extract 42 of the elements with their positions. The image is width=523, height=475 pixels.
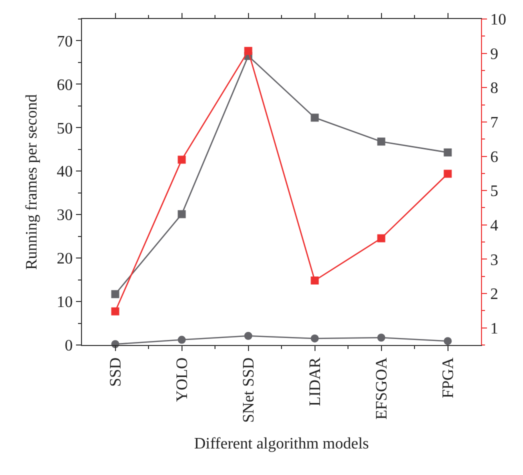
point — [178, 210, 186, 218]
point — [178, 156, 186, 164]
point — [377, 334, 386, 342]
y2-tick-label: 4 — [490, 217, 498, 234]
point — [244, 332, 252, 340]
point — [444, 148, 452, 156]
x-tick-label: SNet SSD — [240, 357, 258, 423]
y2-tick-label: 9 — [490, 46, 498, 63]
point — [377, 234, 386, 242]
y2-tick-label: 7 — [490, 114, 498, 132]
point — [178, 336, 186, 344]
point — [310, 276, 319, 284]
y-tick-label: 70 — [56, 33, 73, 50]
point — [310, 334, 319, 342]
y2-tick-label: 10 — [490, 12, 506, 29]
y-tick-label: 60 — [56, 76, 73, 94]
x-tick-label: SSD — [107, 357, 124, 387]
point — [244, 46, 252, 55]
point — [111, 290, 120, 298]
y2-tick-label: 3 — [490, 252, 498, 269]
x-tick-label: EFSGOA — [373, 356, 390, 420]
point — [111, 307, 120, 316]
point — [444, 337, 452, 346]
y2-tick-label: 6 — [490, 148, 498, 166]
y2-tick-label: 8 — [490, 80, 498, 98]
point — [310, 114, 319, 122]
x-tick-label: LIDAR — [306, 357, 324, 406]
y2-tick-label: 2 — [490, 286, 498, 304]
y-axis-title: Running frames per second — [24, 94, 41, 270]
x-tick-label: FPGA — [440, 356, 457, 398]
y-tick-label: 10 — [56, 294, 73, 312]
y-tick-label: 30 — [56, 207, 73, 224]
point — [444, 170, 452, 178]
x-tick-label: YOLO — [174, 357, 191, 402]
y-tick-label: 0 — [64, 338, 73, 355]
y2-tick-label: 5 — [490, 183, 498, 200]
y-tick-label: 20 — [56, 250, 73, 268]
y-tick-label: 50 — [56, 120, 73, 138]
x-axis-title: Different algorithm models — [194, 435, 369, 452]
y2-tick-label: 1 — [490, 320, 498, 338]
y-tick-label: 40 — [56, 164, 73, 181]
point — [377, 138, 386, 146]
